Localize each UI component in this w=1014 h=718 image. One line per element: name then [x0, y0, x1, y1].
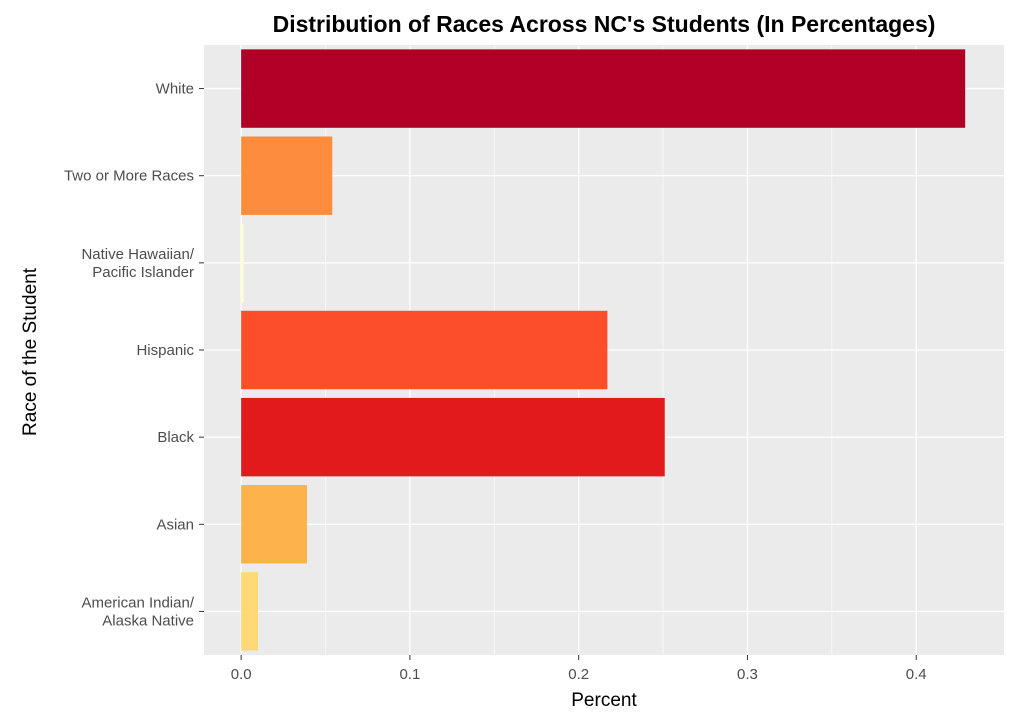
y-tick-label: White: [156, 81, 194, 98]
bar-native-hawaiian-pacific-islander: [241, 223, 244, 303]
x-tick-label: 0.4: [906, 666, 927, 683]
bars: [241, 49, 966, 651]
grid: [204, 45, 1004, 655]
bar-two-or-more-races: [241, 136, 333, 215]
y-tick-label: Two or More Races: [64, 168, 194, 185]
chart-title: Distribution of Races Across NC's Studen…: [273, 11, 936, 37]
x-tick-label: 0.2: [568, 666, 589, 683]
y-tick-label: Black: [157, 429, 194, 446]
bar-white: [241, 49, 966, 128]
x-axis: 0.0 0.1 0.2 0.3 0.4: [231, 655, 927, 683]
y-tick-label: American Indian/Alaska Native: [81, 594, 194, 629]
y-axis-title: Race of the Student: [20, 267, 41, 436]
bar-asian: [241, 485, 307, 564]
bar-american-indian-alaska-native: [241, 572, 259, 651]
y-axis: American Indian/Alaska Native Asian Black H…: [64, 81, 204, 629]
x-tick-label: 0.3: [737, 666, 758, 683]
y-tick-label: Asian: [156, 516, 194, 533]
y-tick-label: Native Hawaiian/Pacific Islander: [81, 246, 194, 281]
x-axis-title: Percent: [571, 690, 637, 711]
bar-hispanic: [241, 310, 608, 390]
x-tick-label: 0.1: [399, 666, 420, 683]
bar-black: [241, 397, 665, 477]
x-tick-label: 0.0: [231, 666, 252, 683]
y-tick-label: Hispanic: [136, 342, 194, 359]
